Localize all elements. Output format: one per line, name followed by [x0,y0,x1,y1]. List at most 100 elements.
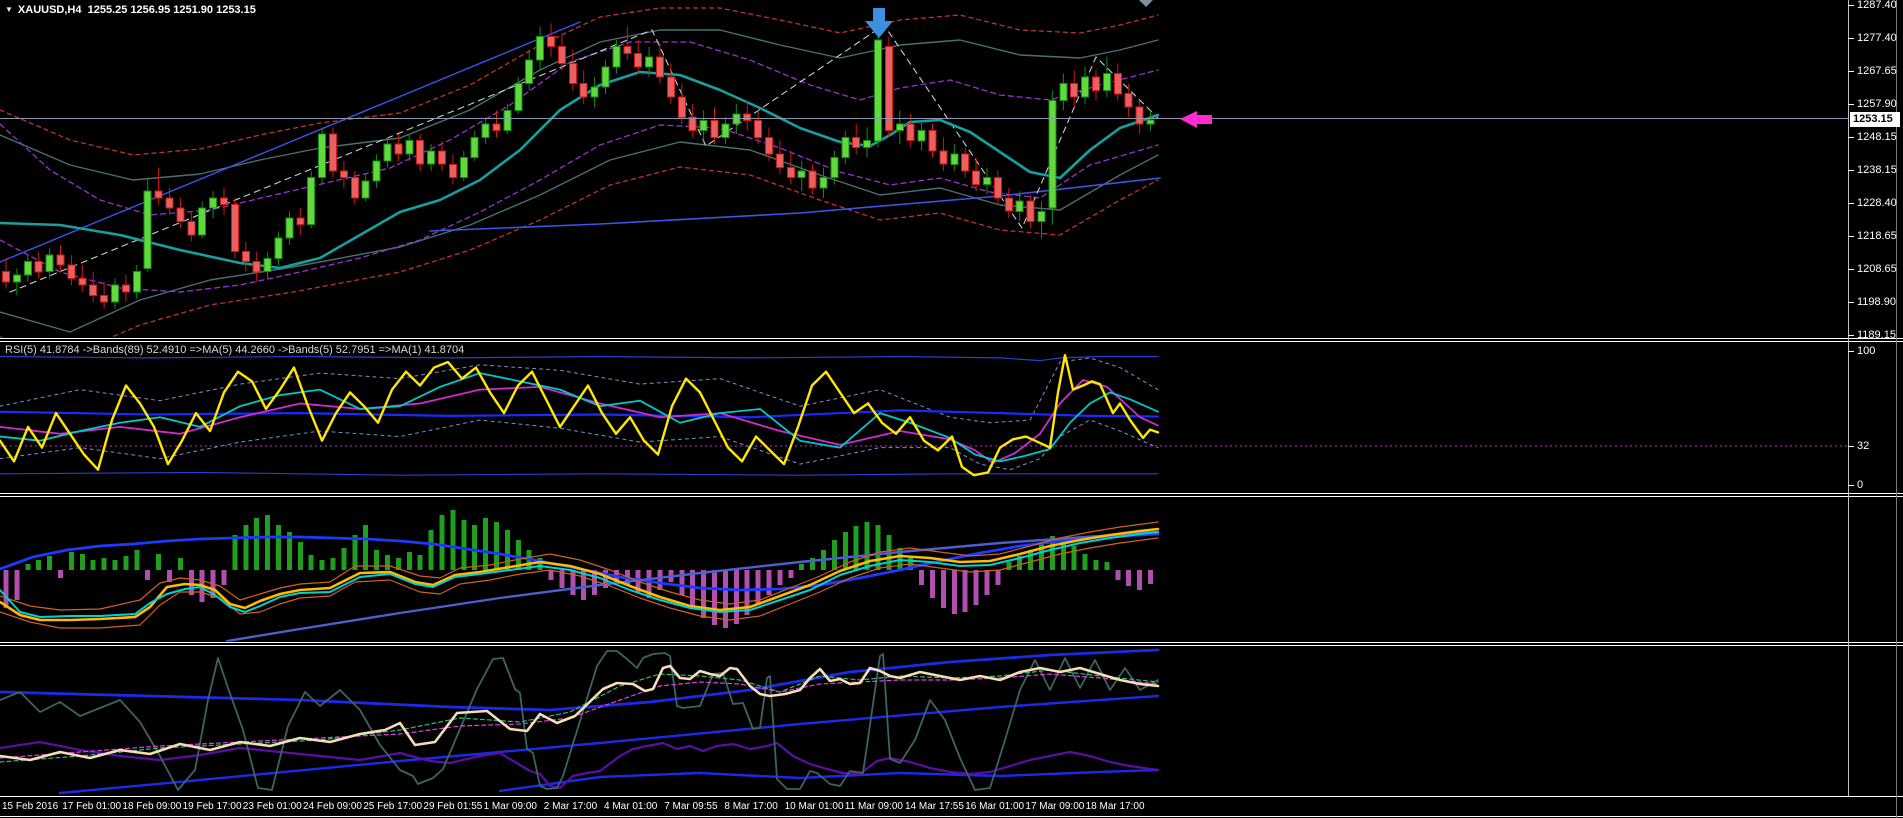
candle-body [797,170,806,179]
histogram-bar [308,555,314,570]
candle-body [874,39,882,142]
time-axis-label: 11 Mar 09:00 [844,801,903,812]
histogram-bar [68,552,74,570]
candle-body [568,63,577,85]
histogram-bar [1039,544,1044,570]
histogram-bar [1060,540,1066,570]
candle-body [165,197,174,209]
histogram-bar [232,535,238,570]
histogram-bar [755,570,761,605]
rsi-panel[interactable] [0,353,1848,477]
histogram-bar [374,550,380,570]
candle-body [547,36,555,48]
candle-body [274,237,283,259]
time-axis-label: 18 Feb 09:00 [122,801,182,812]
price-scale-label: 1208.65 [1857,263,1897,275]
main-panel[interactable] [0,7,1161,355]
histogram-bar [1071,546,1077,570]
macd-panel[interactable] [0,510,1160,642]
histogram-bar [14,570,20,600]
candle-body [557,46,566,64]
candle-body [448,163,457,179]
candle-body [318,133,327,179]
candle-body [808,170,817,189]
histogram-bar [319,560,325,570]
histogram-bar [47,556,53,570]
histogram-bar [722,570,728,628]
candle-body [601,66,610,88]
candle-body [961,153,970,172]
price-scale-label: 1238.15 [1857,164,1897,176]
low-teal-jagged [0,650,1159,791]
histogram-bar [177,558,183,570]
histogram-bar [25,564,31,570]
histogram-bar [1115,570,1121,580]
time-axis-label: 1 Mar 09:00 [483,801,537,812]
histogram-bar [537,558,543,570]
time-axis-label: 2 Mar 17:00 [543,801,598,812]
purple-band-upper [0,41,1159,216]
histogram-bar [504,530,510,570]
low-blue-diag [58,694,1160,795]
candle-body [492,123,501,132]
histogram-bar [472,525,478,570]
histogram-bar [701,570,707,618]
histogram-bar [962,570,968,612]
histogram-bar [1006,562,1012,570]
rsi-cyan-ma [0,372,1159,463]
rsi-indicator-label: RSI(5) 41.8784 ->Bands(89) 52.4910 =>MA(… [5,344,465,356]
histogram-bar [461,520,467,570]
histogram-bar [940,570,946,608]
oscillator-panel[interactable] [0,648,1160,795]
time-axis-label: 25 Feb 17:00 [363,801,423,812]
sell-signal-arrow [865,8,893,38]
histogram-bar [1017,556,1023,570]
time-axis-label: 14 Mar 17:55 [905,801,964,812]
candle-body [78,278,87,286]
candle-body [1048,99,1057,209]
candle-body [1092,76,1100,91]
candle-body [339,170,348,179]
histogram-bar [1137,570,1143,590]
blue-trendline [0,21,581,263]
histogram-bar [712,570,717,625]
candle-body [296,217,305,226]
symbol-dropdown-icon[interactable]: ▼ [5,5,13,14]
candle-body [176,207,185,222]
low-purple [0,740,1160,790]
candle-body [863,140,872,148]
histogram-bar [1148,570,1153,584]
current-price-arrow [1180,111,1212,128]
histogram-bar [156,554,162,570]
candle-body [721,123,730,138]
candle-body [89,284,98,296]
histogram-bar [265,515,271,570]
candle-body [111,284,119,303]
candle-body [677,96,686,118]
histogram-bar [690,570,696,608]
candle-body [710,120,719,138]
time-axis-label: 19 Feb 17:00 [182,801,242,812]
price-scale-label: 1189.15 [1857,329,1896,341]
candle-body [416,140,425,165]
histogram-bar [341,548,347,570]
candle-body [230,204,239,253]
rsi-scale-label: 100 [1857,345,1876,357]
histogram-bar [897,548,903,570]
price-scale-label: 1218.65 [1857,230,1897,242]
candle-body [45,254,54,273]
histogram-bar [276,525,281,570]
rsi-band-upper [0,355,1159,362]
histogram-bar [559,570,565,588]
candle-body [775,153,784,169]
candle-body [743,113,752,122]
macd-orange-upper [0,521,1159,611]
price-scale-label: 1287.40 [1857,0,1897,11]
candle-body [645,56,654,68]
histogram-bar [134,550,140,570]
candle-body [350,177,359,199]
price-scale-label: 1267.65 [1857,65,1897,77]
histogram-bar [330,558,336,570]
